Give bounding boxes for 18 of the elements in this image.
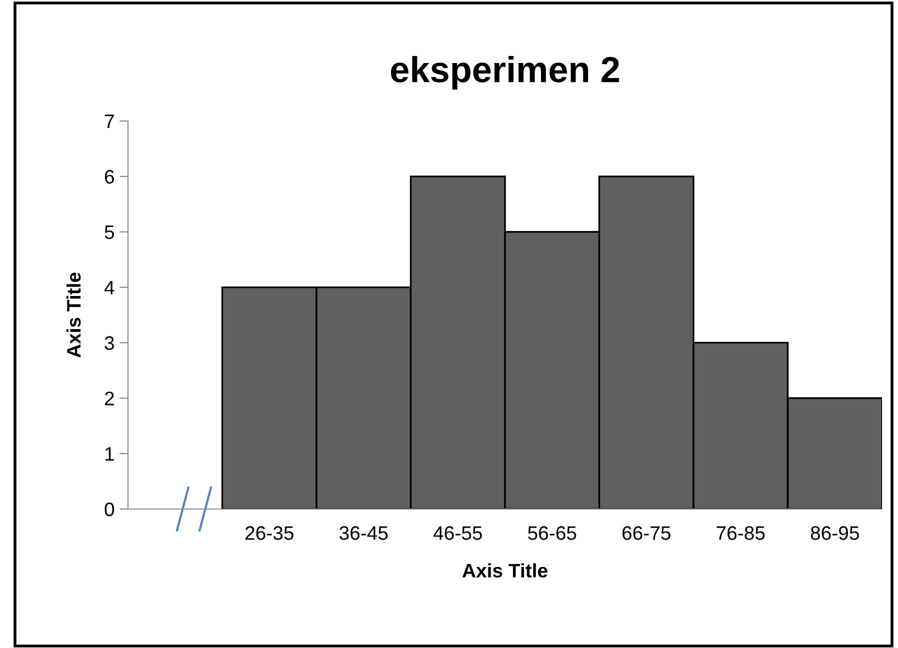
x-axis-title: Axis Title bbox=[462, 563, 548, 578]
x-tick-label: 66-75 bbox=[622, 526, 670, 540]
x-tick-label: 26-35 bbox=[245, 526, 294, 540]
x-tick-label: 86-95 bbox=[810, 526, 859, 540]
y-tick-label: 5 bbox=[104, 226, 114, 240]
y-tick-label: 2 bbox=[104, 392, 114, 406]
x-tick-label: 46-55 bbox=[433, 526, 482, 540]
y-tick-label: 0 bbox=[104, 502, 114, 516]
x-tick-label: 76-85 bbox=[716, 526, 765, 540]
y-tick-label: 1 bbox=[105, 447, 114, 461]
chart-title: eksperimen 2 bbox=[390, 56, 619, 90]
y-tick-label: 4 bbox=[104, 280, 114, 294]
y-tick-label: 7 bbox=[104, 114, 114, 128]
y-tick-label: 6 bbox=[104, 170, 114, 184]
x-tick-label: 56-65 bbox=[528, 526, 576, 540]
y-axis-title: Axis Title bbox=[66, 272, 81, 358]
x-tick-label: 36-45 bbox=[340, 526, 388, 540]
y-tick-label: 3 bbox=[104, 336, 114, 350]
